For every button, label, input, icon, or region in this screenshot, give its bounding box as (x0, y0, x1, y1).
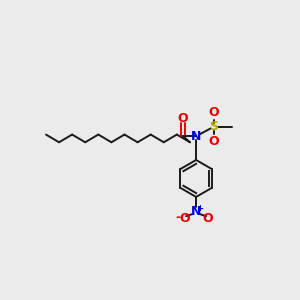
Text: O: O (208, 135, 219, 148)
Text: -: - (176, 211, 181, 224)
Text: O: O (208, 106, 219, 119)
Text: O: O (178, 112, 188, 125)
Text: N: N (191, 130, 201, 142)
Text: +: + (196, 204, 203, 213)
Text: O: O (179, 212, 190, 225)
Text: O: O (202, 212, 213, 225)
Text: N: N (191, 205, 201, 218)
Text: S: S (209, 120, 218, 134)
